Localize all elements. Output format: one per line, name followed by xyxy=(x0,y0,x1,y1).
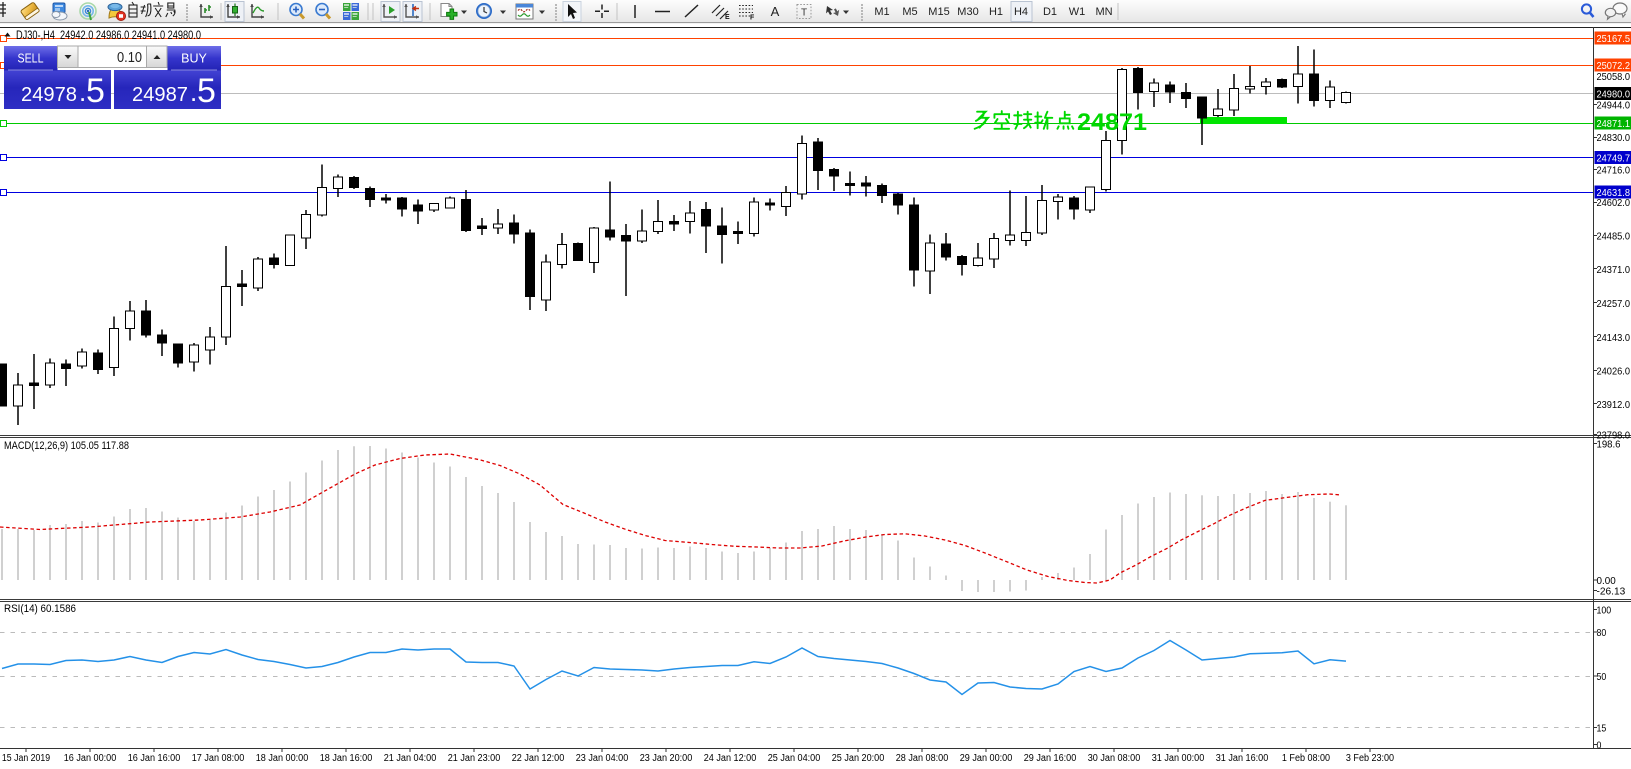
svg-text:21 Jan 23:00: 21 Jan 23:00 xyxy=(448,753,501,764)
svg-text:24 Jan 12:00: 24 Jan 12:00 xyxy=(704,753,757,764)
svg-text:16 Jan 00:00: 16 Jan 00:00 xyxy=(64,753,117,764)
svg-text:1 Feb 08:00: 1 Feb 08:00 xyxy=(1282,753,1331,764)
svg-text:0.00: 0.00 xyxy=(1597,576,1616,587)
svg-text:23912.0: 23912.0 xyxy=(1597,400,1631,411)
svg-text:22 Jan 12:00: 22 Jan 12:00 xyxy=(512,753,565,764)
svg-text:M30: M30 xyxy=(957,6,978,18)
svg-text:M1: M1 xyxy=(874,6,889,18)
svg-text:M15: M15 xyxy=(928,6,949,18)
svg-text:24716.0: 24716.0 xyxy=(1597,166,1631,177)
svg-text:15: 15 xyxy=(1597,724,1607,735)
svg-text:24371.0: 24371.0 xyxy=(1597,265,1631,276)
svg-text:SELL: SELL xyxy=(18,52,44,66)
svg-text:25072.2: 25072.2 xyxy=(1597,61,1631,72)
svg-text:24871.1: 24871.1 xyxy=(1597,119,1631,130)
svg-text:MACD(12,26,9) 105.05 117.88: MACD(12,26,9) 105.05 117.88 xyxy=(4,440,129,452)
svg-text:18 Jan 16:00: 18 Jan 16:00 xyxy=(320,753,373,764)
svg-text:D1: D1 xyxy=(1043,6,1057,18)
svg-text:29 Jan 16:00: 29 Jan 16:00 xyxy=(1024,753,1077,764)
svg-text:5: 5 xyxy=(86,72,105,110)
svg-text:.: . xyxy=(190,77,197,107)
svg-text:BUY: BUY xyxy=(181,52,207,66)
svg-text:24871: 24871 xyxy=(1077,109,1147,136)
svg-text:E: E xyxy=(725,14,730,21)
svg-text:100: 100 xyxy=(1597,606,1612,617)
svg-text:0.10: 0.10 xyxy=(117,50,142,66)
svg-text:MN: MN xyxy=(1095,6,1112,18)
svg-text:24485.0: 24485.0 xyxy=(1597,232,1631,243)
svg-text:24026.0: 24026.0 xyxy=(1597,366,1631,377)
svg-text:15 Jan 2019: 15 Jan 2019 xyxy=(2,753,50,764)
svg-text:5: 5 xyxy=(197,72,216,110)
svg-text:80: 80 xyxy=(1597,628,1607,639)
svg-text:28 Jan 08:00: 28 Jan 08:00 xyxy=(896,753,949,764)
svg-text:24602.0: 24602.0 xyxy=(1597,198,1631,209)
svg-text:H1: H1 xyxy=(989,6,1003,18)
svg-text:24749.7: 24749.7 xyxy=(1597,154,1631,165)
svg-text:50: 50 xyxy=(1597,672,1607,683)
svg-text:RSI(14) 60.1586: RSI(14) 60.1586 xyxy=(4,603,76,615)
svg-text:-26.13: -26.13 xyxy=(1597,587,1626,598)
svg-text:23798.0: 23798.0 xyxy=(1597,431,1631,442)
svg-text:24944.0: 24944.0 xyxy=(1597,101,1631,112)
svg-text:17 Jan 08:00: 17 Jan 08:00 xyxy=(192,753,245,764)
svg-text:24631.8: 24631.8 xyxy=(1597,188,1631,199)
svg-text:0: 0 xyxy=(1597,741,1602,752)
svg-text:.: . xyxy=(79,77,86,107)
svg-text:21 Jan 04:00: 21 Jan 04:00 xyxy=(384,753,437,764)
svg-text:24257.0: 24257.0 xyxy=(1597,299,1631,310)
svg-text:24143.0: 24143.0 xyxy=(1597,333,1631,344)
svg-text:DJ30-,H4 24942.0 24986.0 2494: DJ30-,H4 24942.0 24986.0 24941.0 24980.0 xyxy=(16,30,201,42)
svg-text:31 Jan 00:00: 31 Jan 00:00 xyxy=(1152,753,1205,764)
svg-text:W1: W1 xyxy=(1069,6,1086,18)
svg-text:23 Jan 20:00: 23 Jan 20:00 xyxy=(640,753,693,764)
svg-text:29 Jan 00:00: 29 Jan 00:00 xyxy=(960,753,1013,764)
svg-text:31 Jan 16:00: 31 Jan 16:00 xyxy=(1216,753,1269,764)
svg-text:M5: M5 xyxy=(902,6,917,18)
svg-text:24980.0: 24980.0 xyxy=(1597,90,1631,101)
svg-text:25 Jan 20:00: 25 Jan 20:00 xyxy=(832,753,885,764)
svg-text:18 Jan 00:00: 18 Jan 00:00 xyxy=(256,753,309,764)
svg-text:3 Feb 23:00: 3 Feb 23:00 xyxy=(1346,753,1395,764)
svg-text:T: T xyxy=(801,8,807,19)
svg-text:24987: 24987 xyxy=(132,84,188,106)
svg-text:25058.0: 25058.0 xyxy=(1597,72,1631,83)
svg-text:25 Jan 04:00: 25 Jan 04:00 xyxy=(768,753,821,764)
svg-text:24978: 24978 xyxy=(21,84,77,106)
svg-text:198.6: 198.6 xyxy=(1597,440,1621,451)
svg-text:16 Jan 16:00: 16 Jan 16:00 xyxy=(128,753,181,764)
svg-text:H4: H4 xyxy=(1014,6,1028,18)
svg-text:A: A xyxy=(771,4,780,19)
svg-text:25167.5: 25167.5 xyxy=(1597,34,1631,45)
svg-text:24830.0: 24830.0 xyxy=(1597,133,1631,144)
svg-text:30 Jan 08:00: 30 Jan 08:00 xyxy=(1088,753,1141,764)
svg-text:F: F xyxy=(750,15,755,22)
svg-text:23 Jan 04:00: 23 Jan 04:00 xyxy=(576,753,629,764)
